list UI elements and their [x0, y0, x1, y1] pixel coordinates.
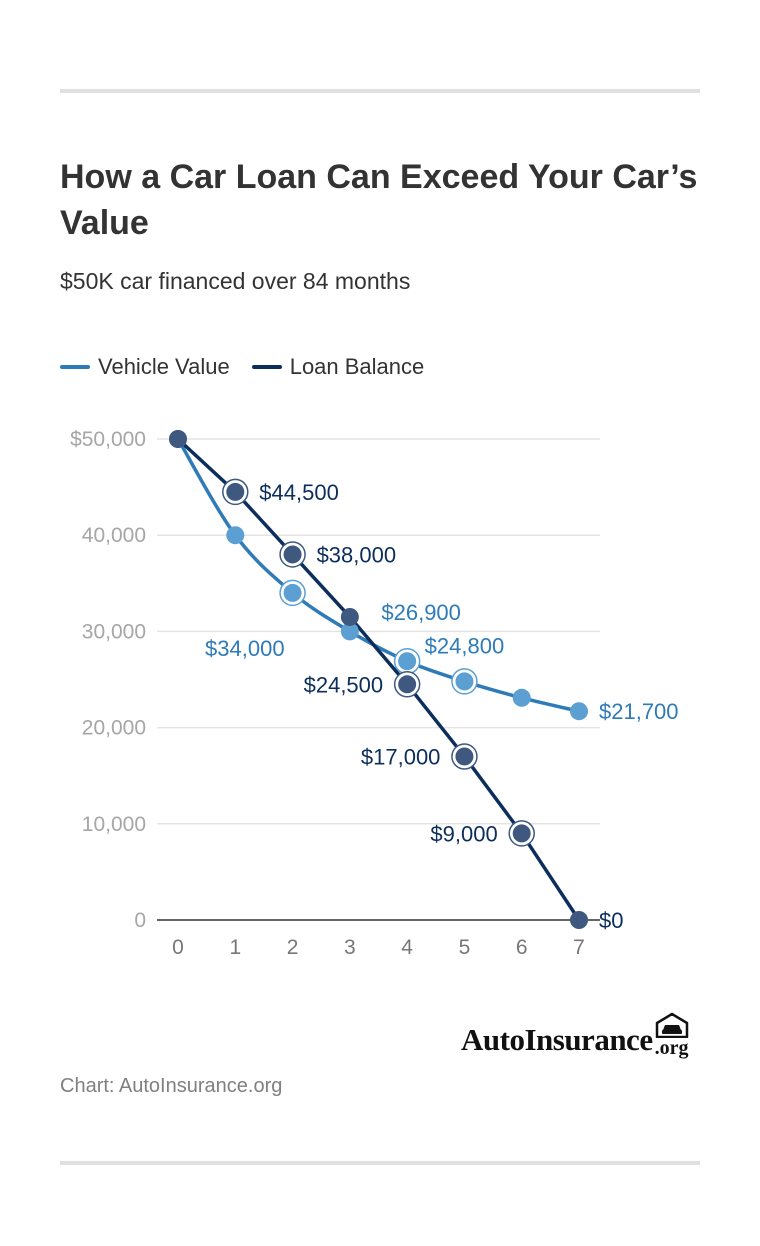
vehicle-value-point: [226, 526, 245, 545]
x-tick-label: 3: [344, 936, 356, 959]
vehicle-value-point: [340, 622, 359, 641]
loan-balance-point: [283, 545, 302, 564]
y-tick-label: 10,000: [82, 813, 146, 836]
vehicle-value-data-label: $26,900: [381, 600, 461, 625]
legend-item-vehicle-value[interactable]: Vehicle Value: [60, 354, 230, 380]
y-tick-label: 20,000: [82, 717, 146, 740]
garage-car-icon: [655, 1012, 688, 1038]
x-tick-label: 4: [401, 936, 413, 959]
loan-balance-data-label: $0: [599, 908, 623, 933]
loan-balance-data-label: $44,500: [259, 480, 339, 505]
bottom-divider: [60, 1161, 700, 1165]
legend-swatch-loan-balance: [251, 365, 282, 369]
loan-balance-line: [176, 437, 581, 921]
loan-balance-point: [226, 482, 245, 501]
loan-balance-point: [570, 911, 588, 929]
brand-name: AutoInsurance: [461, 1022, 653, 1057]
vehicle-value-data-label: $24,800: [425, 633, 505, 658]
brand-logo: AutoInsurance .org: [461, 1012, 689, 1058]
legend-label-loan-balance: Loan Balance: [289, 354, 425, 379]
brand-mark: .org: [655, 1012, 689, 1058]
vehicle-value-point: [398, 652, 417, 671]
brand-tld: .org: [654, 1037, 689, 1059]
line-chart: 0 10,000 20,000 30,000 40,000 $50,000 0 1 2 3 4 5 6 7…: [70, 428, 679, 959]
loan-balance-data-label: $9,000: [430, 821, 497, 846]
x-tick-label: 1: [229, 936, 241, 959]
x-tick-label: 0: [172, 936, 184, 959]
vehicle-value-point: [570, 702, 588, 721]
y-tick-label: $50,000: [70, 428, 146, 451]
x-tick-label: 2: [287, 936, 299, 959]
loan-balance-point: [398, 675, 417, 694]
legend-label-vehicle-value: Vehicle Value: [98, 354, 230, 379]
loan-balance-data-label: $38,000: [317, 542, 397, 567]
loan-balance-point: [340, 607, 359, 626]
chart-title: How a Car Loan Can Exceed Your Car’s Val…: [60, 158, 698, 242]
x-tick-label: 5: [459, 936, 471, 959]
chart-subtitle: $50K car financed over 84 months: [60, 268, 411, 294]
loan-balance-data-label: $24,500: [304, 672, 384, 697]
vehicle-value-data-label: $34,000: [205, 636, 285, 661]
vehicle-value-data-label: $21,700: [599, 699, 679, 724]
loan-balance-point: [455, 747, 474, 766]
loan-balance-data-label: $17,000: [361, 744, 441, 769]
vehicle-value-point: [455, 672, 474, 691]
loan-balance-point: [169, 430, 187, 448]
x-tick-label: 6: [516, 936, 528, 959]
top-divider: [60, 89, 700, 93]
x-tick-label: 7: [573, 936, 585, 959]
loan-balance-point: [512, 824, 531, 843]
y-tick-label: 0: [134, 909, 146, 932]
chart-source: Chart: AutoInsurance.org: [60, 1075, 283, 1097]
vehicle-value-point: [283, 583, 302, 602]
y-tick-label: 40,000: [82, 524, 146, 547]
vehicle-value-point: [512, 688, 531, 707]
chart-legend: Vehicle Value Loan Balance: [60, 354, 446, 380]
legend-item-loan-balance[interactable]: Loan Balance: [251, 354, 425, 380]
legend-swatch-vehicle-value: [60, 365, 90, 369]
y-tick-label: 30,000: [82, 620, 146, 643]
